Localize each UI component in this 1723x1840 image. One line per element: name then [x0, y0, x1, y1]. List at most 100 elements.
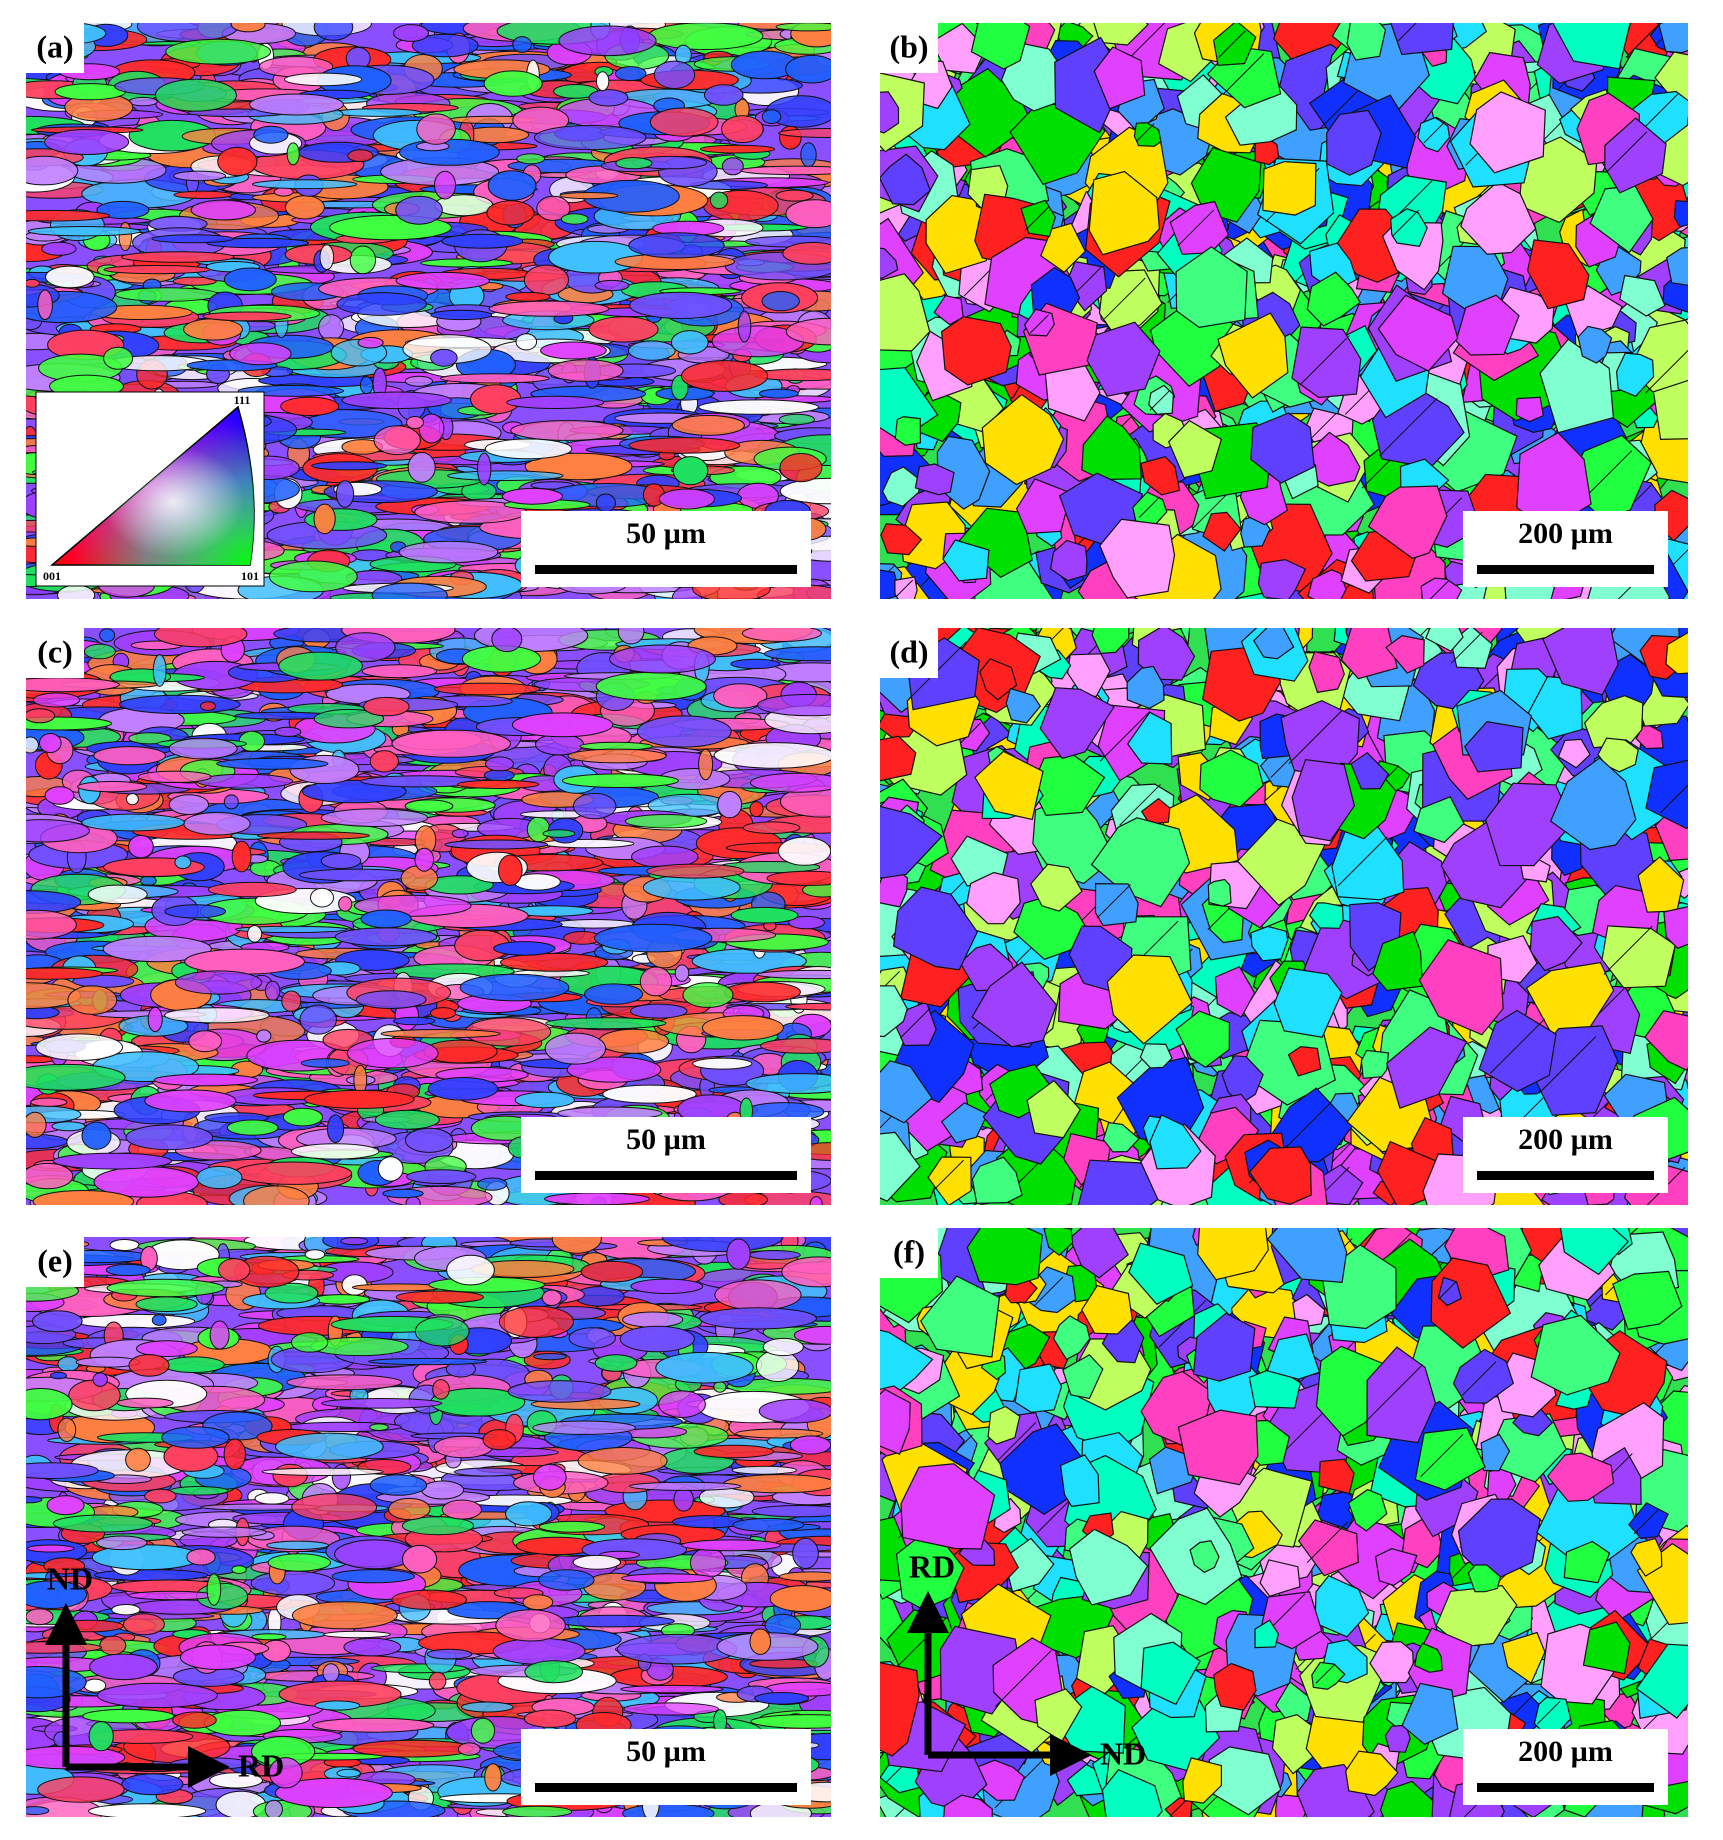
- grain: [1202, 511, 1242, 552]
- grain: [223, 794, 239, 810]
- grain: [404, 1127, 454, 1153]
- grain: [730, 906, 799, 924]
- grain: [545, 1017, 667, 1030]
- grain: [456, 779, 540, 790]
- grain: [629, 291, 733, 319]
- grain: [788, 915, 825, 930]
- grain: [880, 273, 931, 352]
- grain: [249, 93, 344, 116]
- grain: [1673, 200, 1688, 228]
- grain: [355, 990, 427, 1009]
- grain: [778, 836, 831, 866]
- grain: [499, 952, 609, 972]
- grain: [682, 982, 734, 1008]
- scale-bar: [535, 565, 797, 574]
- grain: [313, 709, 385, 729]
- grain: [128, 834, 154, 859]
- grain: [1644, 1010, 1688, 1072]
- grain: [136, 23, 239, 43]
- grain: [625, 814, 708, 829]
- grain: [709, 191, 729, 210]
- grain: [393, 24, 429, 42]
- grain: [561, 773, 679, 789]
- grain: [144, 1089, 237, 1113]
- grain: [369, 750, 399, 773]
- panel-label: (c): [37, 633, 73, 669]
- grain: [237, 385, 344, 397]
- grain: [128, 96, 158, 107]
- grain: [724, 981, 801, 1003]
- grain: [739, 165, 831, 176]
- grain: [713, 742, 831, 769]
- grain: [406, 416, 424, 429]
- twin-boundary: [1149, 389, 1171, 411]
- grain: [615, 157, 653, 170]
- grain: [183, 811, 251, 836]
- grain: [511, 712, 614, 738]
- grain: [188, 1030, 223, 1053]
- grain: [168, 737, 238, 760]
- grain: [430, 1007, 457, 1020]
- grain: [542, 829, 576, 838]
- grain: [487, 170, 537, 201]
- twin-boundary: [1025, 206, 1050, 231]
- grain: [1098, 269, 1163, 341]
- grain: [572, 792, 617, 820]
- grain: [404, 375, 433, 387]
- twin-boundary: [1029, 314, 1049, 334]
- grain: [172, 276, 217, 286]
- grain: [1175, 246, 1248, 329]
- grain: [595, 71, 610, 92]
- grain: [1250, 412, 1315, 484]
- grain: [1214, 965, 1256, 1018]
- grain: [173, 170, 227, 182]
- twin-boundary: [1379, 397, 1438, 457]
- grain: [594, 279, 630, 292]
- grain: [57, 584, 96, 599]
- grain: [750, 772, 831, 793]
- grain: [942, 539, 990, 582]
- grain: [779, 477, 831, 505]
- grain: [741, 628, 822, 642]
- grain: [510, 420, 624, 441]
- grain: [335, 480, 355, 508]
- grain: [1557, 738, 1591, 769]
- grain: [670, 330, 709, 355]
- grain: [1099, 518, 1176, 599]
- grain: [1287, 1045, 1322, 1077]
- grain: [785, 1002, 831, 1011]
- grain: [147, 1006, 163, 1033]
- grain: [609, 644, 716, 674]
- grain: [1635, 722, 1664, 750]
- grain: [785, 54, 831, 84]
- grain: [536, 195, 571, 221]
- grain: [505, 291, 551, 302]
- grain: [966, 871, 1021, 925]
- grain: [44, 129, 130, 155]
- grain: [444, 839, 549, 850]
- grain: [320, 808, 428, 828]
- grain: [380, 1029, 501, 1039]
- panel-label-box: [26, 628, 84, 678]
- grain: [914, 463, 955, 496]
- grain: [139, 875, 157, 887]
- grain: [118, 694, 241, 715]
- grain: [544, 1032, 607, 1065]
- grain: [894, 415, 922, 446]
- grain: [154, 78, 237, 112]
- grain: [1390, 208, 1428, 247]
- grain: [559, 192, 619, 200]
- grain: [566, 1056, 662, 1083]
- grain: [26, 278, 41, 288]
- grain: [1469, 91, 1546, 174]
- grain: [1167, 419, 1223, 479]
- grain: [1086, 321, 1161, 397]
- grain: [1250, 925, 1289, 962]
- grain: [477, 452, 492, 486]
- grain: [391, 729, 512, 758]
- grain: [26, 155, 79, 186]
- grain: [653, 60, 696, 90]
- grain: [1088, 170, 1161, 256]
- grain: [102, 935, 212, 963]
- grain: [680, 360, 769, 392]
